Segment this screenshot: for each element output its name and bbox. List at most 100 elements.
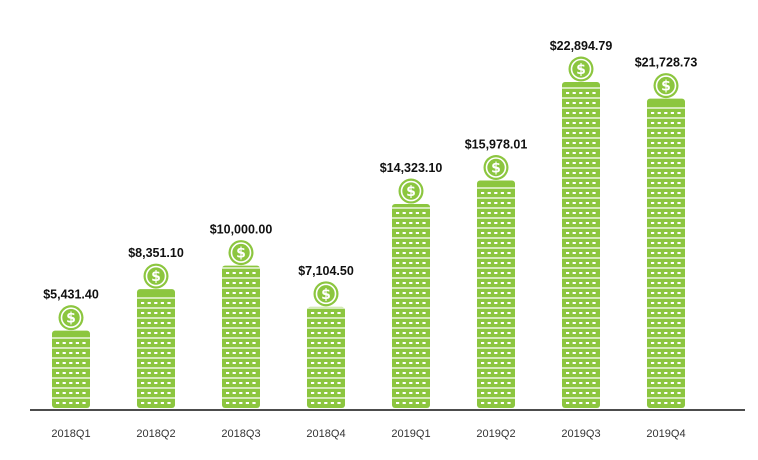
coin-dash bbox=[487, 222, 491, 224]
coin-dash bbox=[592, 352, 596, 354]
coin-dash bbox=[664, 182, 668, 184]
coin-dash bbox=[651, 142, 655, 144]
coin-dash bbox=[500, 352, 504, 354]
coin-dash bbox=[566, 292, 570, 294]
coin-dash bbox=[330, 312, 334, 314]
coin-dash bbox=[147, 362, 151, 364]
coin-dash bbox=[677, 372, 681, 374]
coin-dash bbox=[585, 102, 589, 104]
coin-dash bbox=[239, 382, 243, 384]
coin-dash bbox=[670, 362, 674, 364]
coin-dash bbox=[579, 232, 583, 234]
coin-dash bbox=[572, 202, 576, 204]
coin-dash bbox=[415, 302, 419, 304]
coin-dash bbox=[494, 272, 498, 274]
coin-dash bbox=[494, 222, 498, 224]
coin-dash bbox=[566, 122, 570, 124]
coin-dash bbox=[592, 112, 596, 114]
coin-dash bbox=[651, 242, 655, 244]
coin-dash bbox=[245, 382, 249, 384]
coin-dash bbox=[402, 322, 406, 324]
coin-dash bbox=[572, 252, 576, 254]
coin-dash bbox=[337, 322, 341, 324]
coin-dash bbox=[592, 292, 596, 294]
coin-dash bbox=[232, 342, 236, 344]
coin-dash bbox=[481, 262, 485, 264]
coin-dash bbox=[409, 372, 413, 374]
coin-dash bbox=[670, 352, 674, 354]
coin-dash bbox=[252, 272, 256, 274]
coin-dash bbox=[409, 392, 413, 394]
coin-dash bbox=[651, 252, 655, 254]
bar bbox=[562, 82, 600, 408]
coin-dash bbox=[664, 202, 668, 204]
coin-dash bbox=[160, 362, 164, 364]
x-tick-label: 2019Q1 bbox=[391, 428, 430, 440]
coin-dash bbox=[239, 292, 243, 294]
coin-dash bbox=[494, 322, 498, 324]
coin-dash bbox=[402, 332, 406, 334]
coin-dash bbox=[154, 302, 158, 304]
coin-dash bbox=[592, 242, 596, 244]
coin-dash bbox=[500, 242, 504, 244]
coin-dash bbox=[141, 392, 145, 394]
coin-dash bbox=[651, 312, 655, 314]
coin-dash bbox=[592, 232, 596, 234]
coin-dash bbox=[62, 392, 66, 394]
coin-dash bbox=[572, 162, 576, 164]
coin-dash bbox=[657, 112, 661, 114]
coin-dash bbox=[592, 92, 596, 94]
coin-dash bbox=[579, 142, 583, 144]
coin-dash bbox=[585, 402, 589, 404]
coin-dash bbox=[402, 232, 406, 234]
coin-dash bbox=[677, 262, 681, 264]
coin-dash bbox=[651, 262, 655, 264]
coin-dash bbox=[657, 242, 661, 244]
coin-dash bbox=[402, 262, 406, 264]
data-label: $22,894.79 bbox=[550, 39, 613, 53]
coin-dash bbox=[167, 372, 171, 374]
data-label: $5,431.40 bbox=[43, 288, 99, 302]
coin-dash bbox=[585, 262, 589, 264]
coin-dash bbox=[402, 402, 406, 404]
bar bbox=[222, 265, 260, 408]
coin-dash bbox=[252, 402, 256, 404]
data-label: $7,104.50 bbox=[298, 264, 354, 278]
coin-dash bbox=[494, 342, 498, 344]
coin-dash bbox=[664, 362, 668, 364]
coin-dash bbox=[422, 332, 426, 334]
coin-dash bbox=[422, 392, 426, 394]
coin-dash bbox=[481, 302, 485, 304]
coin-dash bbox=[664, 332, 668, 334]
coin-dash bbox=[579, 112, 583, 114]
coin-dash bbox=[566, 362, 570, 364]
coin-dash bbox=[657, 182, 661, 184]
coin-dash bbox=[657, 392, 661, 394]
coin-dash bbox=[167, 402, 171, 404]
coin-dash bbox=[651, 122, 655, 124]
coin-dash bbox=[670, 152, 674, 154]
coin-dash bbox=[252, 352, 256, 354]
coin-dash bbox=[585, 112, 589, 114]
coin-dash bbox=[409, 232, 413, 234]
coin-dash bbox=[324, 352, 328, 354]
coin-dash bbox=[422, 292, 426, 294]
coin-dash bbox=[487, 402, 491, 404]
coin-dash bbox=[311, 332, 315, 334]
coin-dash bbox=[579, 302, 583, 304]
coin-dash bbox=[651, 182, 655, 184]
coin-dash bbox=[56, 372, 60, 374]
coin-dash bbox=[507, 302, 511, 304]
coin-dash bbox=[487, 382, 491, 384]
coin-dash bbox=[415, 332, 419, 334]
coin-dash bbox=[651, 152, 655, 154]
coin-dash bbox=[481, 232, 485, 234]
coin-dash bbox=[579, 192, 583, 194]
coin-dash bbox=[657, 362, 661, 364]
coin-dash bbox=[232, 362, 236, 364]
coin-dash bbox=[657, 322, 661, 324]
coin-dash bbox=[402, 362, 406, 364]
coin-dash bbox=[664, 232, 668, 234]
coin-dash bbox=[651, 162, 655, 164]
